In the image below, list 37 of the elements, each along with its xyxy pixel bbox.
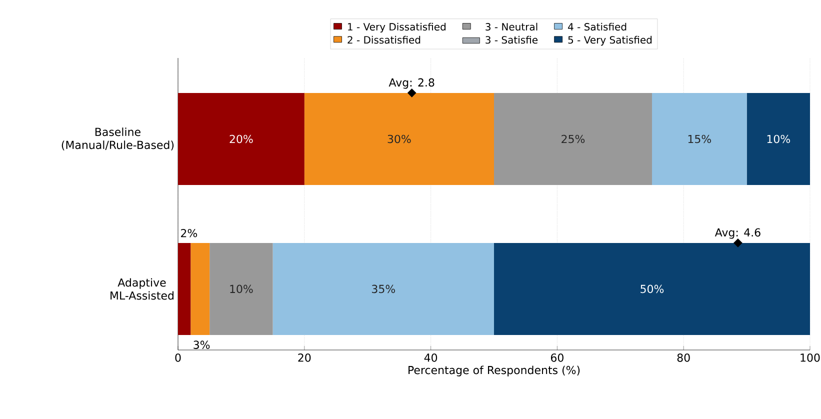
bar <box>178 92 304 185</box>
legend-label: 3 - Neutral <box>486 22 538 31</box>
legend-label: 5 - Very Satisfied <box>568 36 652 46</box>
bar <box>746 92 810 185</box>
data-label: 25% <box>562 134 585 144</box>
annotation: Avg: 4.6 <box>714 228 760 239</box>
x-tick-label: 20 <box>298 354 311 362</box>
x-tick-label: 40 <box>424 354 438 362</box>
legend-label: 2 - Dissatisfied <box>348 36 420 44</box>
bar <box>190 242 210 335</box>
y-tick-label: Baseline (Manual/Rule-Based) <box>62 128 174 150</box>
legend-label: 1 - Very Dissatisfied <box>348 22 446 33</box>
bar <box>178 242 191 335</box>
data-label: 15% <box>688 134 712 144</box>
data-label: 2% <box>181 228 198 238</box>
x-tick-label: 80 <box>677 354 690 362</box>
x-tick-label: 60 <box>550 354 564 362</box>
bar <box>304 92 494 185</box>
data-label: 35% <box>372 284 396 294</box>
annotation: Avg: 2.8 <box>388 78 434 89</box>
x-axis-title: Percentage of Respondents (%) <box>408 366 580 376</box>
data-label: 50% <box>640 284 664 294</box>
bar <box>494 242 810 335</box>
bar <box>210 242 273 335</box>
data-label: 10% <box>767 134 790 144</box>
legend-label: 3 - Satisfie <box>486 36 538 44</box>
bar <box>494 92 652 185</box>
x-tick-label: 100 <box>800 354 820 362</box>
data-label: 10% <box>230 284 253 294</box>
data-label: 20% <box>230 134 253 144</box>
data-label: 3% <box>194 340 210 349</box>
bar <box>272 242 494 335</box>
bar <box>652 92 747 185</box>
legend-label: 4 - Satisfied <box>568 22 626 31</box>
y-tick-label: Adaptive ML-Assisted <box>110 278 174 300</box>
x-tick-label: 0 <box>175 354 181 362</box>
data-label: 30% <box>388 134 411 144</box>
